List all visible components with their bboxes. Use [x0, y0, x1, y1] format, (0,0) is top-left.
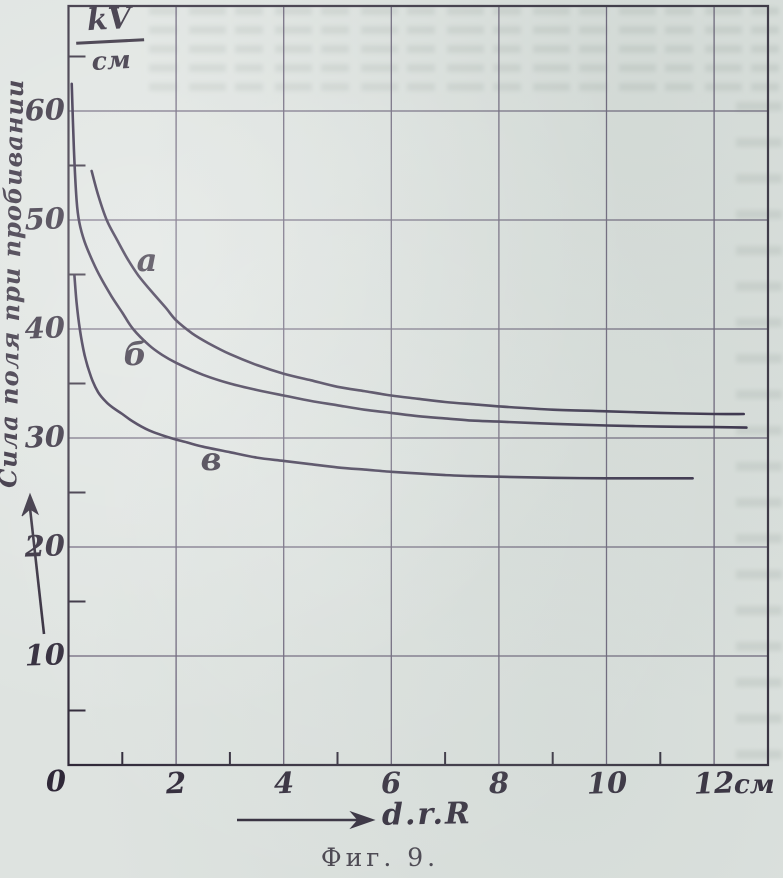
x-tick-label-6: 6: [380, 765, 402, 801]
x-tick-label-8: 8: [488, 765, 510, 801]
figure-caption: Фиг. 9.: [320, 843, 440, 872]
x-axis-arrow: [237, 810, 376, 830]
y-unit-numerator: kV: [74, 0, 145, 45]
y-tick-label-60: 60: [24, 92, 66, 128]
curve-а: [90, 169, 745, 416]
y-tick-label-20: 20: [24, 528, 66, 564]
y-tick-label-40: 40: [24, 310, 66, 346]
y-axis-arrow: [21, 492, 46, 635]
y-unit-denominator: см: [90, 44, 132, 76]
x-axis-title: d.r.R: [381, 796, 473, 833]
x-tick-label-10: 10: [585, 765, 628, 801]
curve-label-в: в: [200, 439, 222, 478]
axes-frame: [67, 4, 770, 767]
curve-label-б: б: [123, 335, 147, 374]
curve-label-а: а: [136, 241, 158, 280]
x-axis-unit-label: см: [734, 770, 775, 800]
x-tick-label-2: 2: [165, 765, 187, 801]
minor-ticks: [68, 55, 662, 765]
curve-в: [73, 274, 694, 480]
x-tick-label-4: 4: [272, 765, 295, 801]
y-tick-label-50: 50: [24, 201, 66, 237]
y-tick-label-10: 10: [24, 637, 66, 673]
x-origin-label: 0: [45, 763, 67, 799]
y-tick-label-30: 30: [24, 419, 66, 455]
y-axis-unit-fraction: kV см: [74, 0, 146, 76]
gridlines: [68, 6, 768, 765]
curve-б: [70, 82, 748, 429]
